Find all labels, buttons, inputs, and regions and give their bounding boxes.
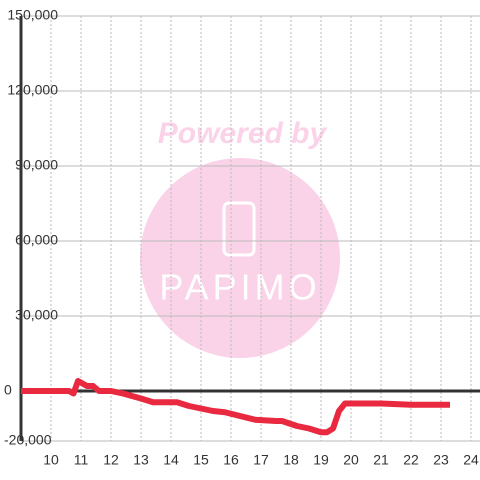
- watermark: Powered by PAPIMO: [140, 117, 340, 358]
- x-tick-label: 20: [343, 452, 359, 468]
- y-tick-label: 150,000: [7, 7, 58, 23]
- x-tick-label: 12: [103, 452, 119, 468]
- x-tick-label: 21: [373, 452, 389, 468]
- y-tick-label: -20,000: [4, 432, 52, 448]
- x-tick-label: 10: [43, 452, 59, 468]
- y-tick-label: 60,000: [15, 232, 58, 248]
- data-line: [21, 378, 450, 436]
- x-tick-label: 22: [403, 452, 419, 468]
- y-tick-label: 120,000: [7, 82, 58, 98]
- x-tick-label: 18: [283, 452, 299, 468]
- x-tick-label: 15: [193, 452, 209, 468]
- x-tick-label: 16: [223, 452, 239, 468]
- x-tick-label: 17: [253, 452, 269, 468]
- x-tick-label: 13: [133, 452, 149, 468]
- watermark-circle: [140, 158, 340, 358]
- watermark-icon: [222, 201, 256, 257]
- y-tick-label: 0: [4, 382, 12, 398]
- watermark-title: Powered by: [158, 117, 328, 150]
- x-tick-label: 11: [74, 452, 89, 468]
- y-tick-label: 30,000: [15, 307, 58, 323]
- x-tick-label: 23: [433, 452, 449, 468]
- watermark-logo: PAPIMO: [159, 267, 320, 308]
- y-tick-label: 90,000: [15, 157, 58, 173]
- x-tick-label: 14: [163, 452, 179, 468]
- x-tick-label: 24: [463, 452, 479, 468]
- x-tick-label: 19: [313, 452, 329, 468]
